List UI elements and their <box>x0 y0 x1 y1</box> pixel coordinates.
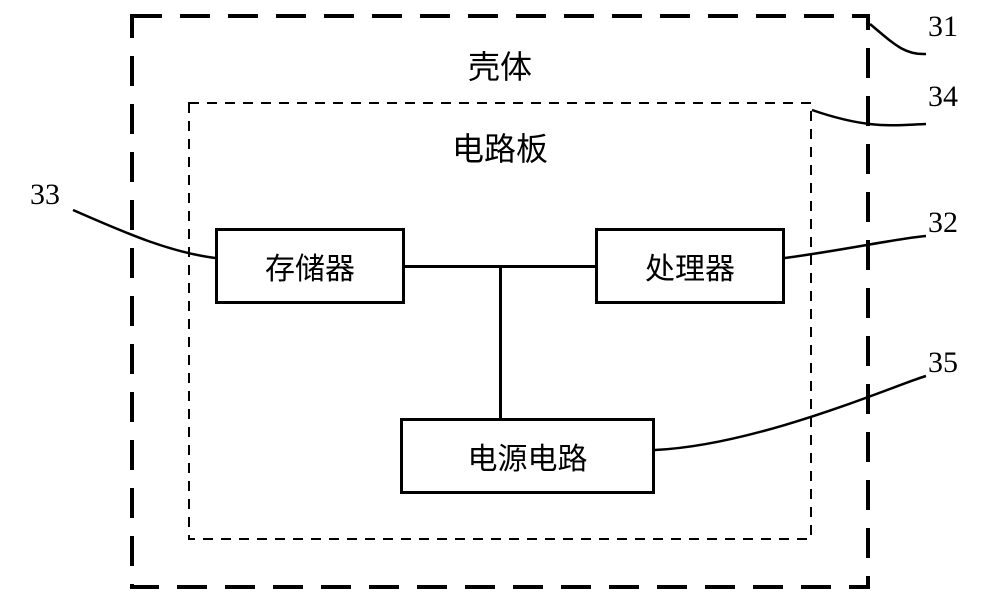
ref-number-35: 35 <box>928 346 958 380</box>
lead-line-35 <box>0 0 1000 604</box>
diagram-stage: 壳体 电路板 存储器 处理器 电源电路 31 34 33 32 35 <box>0 0 1000 604</box>
